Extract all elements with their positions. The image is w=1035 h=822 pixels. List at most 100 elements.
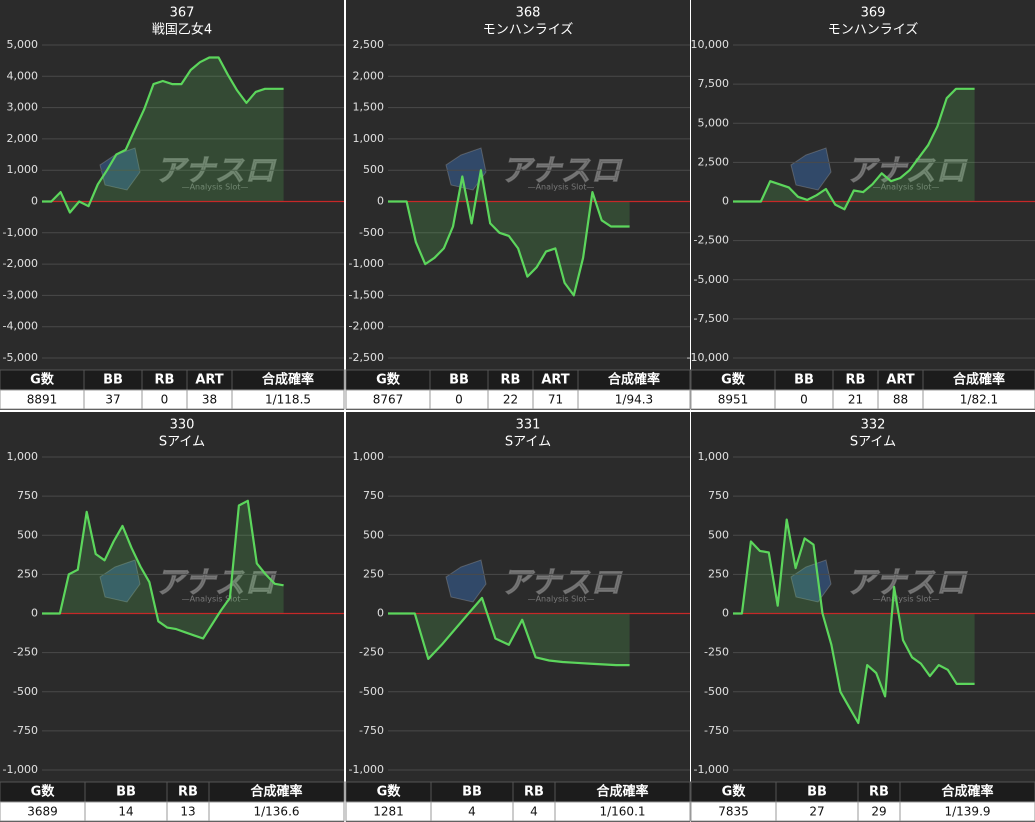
- table-value: 29: [871, 805, 886, 819]
- watermark-subtitle: —Analysis Slot—: [528, 595, 595, 604]
- watermark-subtitle: —Analysis Slot—: [873, 595, 940, 604]
- table-header: G数: [30, 372, 55, 388]
- panel: [691, 412, 1035, 822]
- y-tick-label: -1,000: [3, 763, 38, 776]
- table-header: RB: [846, 373, 866, 388]
- table-value: 0: [161, 393, 169, 407]
- table-cell: [554, 801, 691, 822]
- y-tick-label: -7,500: [694, 312, 729, 325]
- y-tick-label: 5,000: [698, 116, 730, 129]
- area: [388, 597, 630, 666]
- y-tick-label: 2,000: [353, 69, 385, 82]
- line: [42, 56, 284, 214]
- chart-title: 369: [861, 6, 886, 21]
- chart-subtitle: Sアイム: [850, 435, 896, 450]
- y-tick-label: 2,500: [698, 155, 730, 168]
- table-header: 合成確率: [608, 372, 660, 388]
- table-header: ART: [195, 373, 223, 388]
- y-tick-label: -1,000: [694, 763, 729, 776]
- table-header: BB: [794, 373, 814, 388]
- table-header: G数: [722, 784, 747, 800]
- watermark-subtitle: —Analysis Slot—: [182, 595, 249, 604]
- table-value: 88: [893, 393, 908, 407]
- y-tick-label: 1,000: [698, 450, 730, 463]
- y-tick-label: -2,000: [349, 320, 384, 333]
- y-tick-label: 1,000: [7, 163, 39, 176]
- y-tick-label: -500: [704, 685, 729, 698]
- y-tick-label: 0: [722, 607, 729, 620]
- table-value: 14: [118, 805, 133, 819]
- chart-subtitle: モンハンライズ: [483, 22, 574, 38]
- table-value: 1/136.6: [253, 805, 299, 819]
- y-tick-label: 10,000: [691, 38, 730, 51]
- y-tick-label: -500: [359, 685, 384, 698]
- chart-subtitle: モンハンライズ: [828, 22, 919, 38]
- y-tick-label: -2,500: [694, 234, 729, 247]
- table-value: 1/82.1: [960, 393, 998, 407]
- y-tick-label: -2,000: [3, 257, 38, 270]
- y-tick-label: -250: [704, 646, 729, 659]
- area: [42, 57, 284, 213]
- table-header: G数: [377, 784, 402, 800]
- y-tick-label: -5,000: [3, 351, 38, 364]
- y-tick-label: 750: [363, 489, 384, 502]
- area: [733, 88, 975, 210]
- table-value: 8951: [718, 393, 749, 407]
- table-value: 4: [468, 805, 476, 819]
- chart-title: 368: [516, 6, 541, 21]
- line: [733, 518, 975, 725]
- table-value: 38: [202, 393, 217, 407]
- y-tick-label: -5,000: [694, 273, 729, 286]
- table-value: 1/118.5: [265, 393, 311, 407]
- table-header: ART: [541, 373, 569, 388]
- watermark-logo: [445, 559, 487, 603]
- y-tick-label: -2,500: [349, 351, 384, 364]
- y-tick-label: 0: [377, 195, 384, 208]
- y-tick-label: 250: [708, 567, 729, 580]
- table-header: RB: [155, 373, 175, 388]
- watermark-logo: [790, 559, 832, 603]
- watermark-subtitle: —Analysis Slot—: [182, 183, 249, 192]
- y-tick-label: 750: [708, 489, 729, 502]
- table-cell: [208, 801, 345, 822]
- table-value: 7835: [718, 805, 749, 819]
- chart-title: 332: [861, 418, 886, 433]
- table-header: BB: [807, 785, 827, 800]
- y-tick-label: -750: [13, 724, 38, 737]
- table-value: 37: [105, 393, 120, 407]
- chart-subtitle: 戦国乙女4: [152, 22, 212, 38]
- y-tick-label: -1,000: [349, 763, 384, 776]
- table-header: G数: [376, 372, 401, 388]
- table-value: 3689: [27, 805, 58, 819]
- table-value: 1281: [373, 805, 404, 819]
- y-tick-label: 5,000: [7, 38, 39, 51]
- y-tick-label: -750: [704, 724, 729, 737]
- y-tick-label: -500: [13, 685, 38, 698]
- table-value: 0: [800, 393, 808, 407]
- chart-title: 331: [516, 418, 541, 433]
- table-header: 合成確率: [250, 784, 302, 800]
- table-value: 27: [809, 805, 824, 819]
- table-header: BB: [449, 373, 469, 388]
- table-header: 合成確率: [596, 784, 648, 800]
- watermark-logo: [790, 147, 832, 191]
- y-tick-label: -1,000: [3, 226, 38, 239]
- y-tick-label: 3,000: [7, 101, 39, 114]
- table-cell: [231, 389, 345, 410]
- table-value: 1/94.3: [615, 393, 653, 407]
- watermark-logo: [445, 147, 487, 191]
- chart-subtitle: Sアイム: [159, 435, 205, 450]
- table-header: RB: [869, 785, 889, 800]
- chart-subtitle: Sアイム: [505, 435, 551, 450]
- table-cell: [922, 389, 1035, 410]
- y-tick-label: 1,000: [353, 450, 385, 463]
- watermark-title: アナスロ: [155, 566, 276, 601]
- table-value: 0: [455, 393, 463, 407]
- watermark-subtitle: —Analysis Slot—: [873, 183, 940, 192]
- y-tick-label: 500: [708, 528, 729, 541]
- y-tick-label: -750: [359, 724, 384, 737]
- line: [388, 596, 630, 667]
- table-value: 8767: [373, 393, 404, 407]
- table-value: 1/139.9: [944, 805, 990, 819]
